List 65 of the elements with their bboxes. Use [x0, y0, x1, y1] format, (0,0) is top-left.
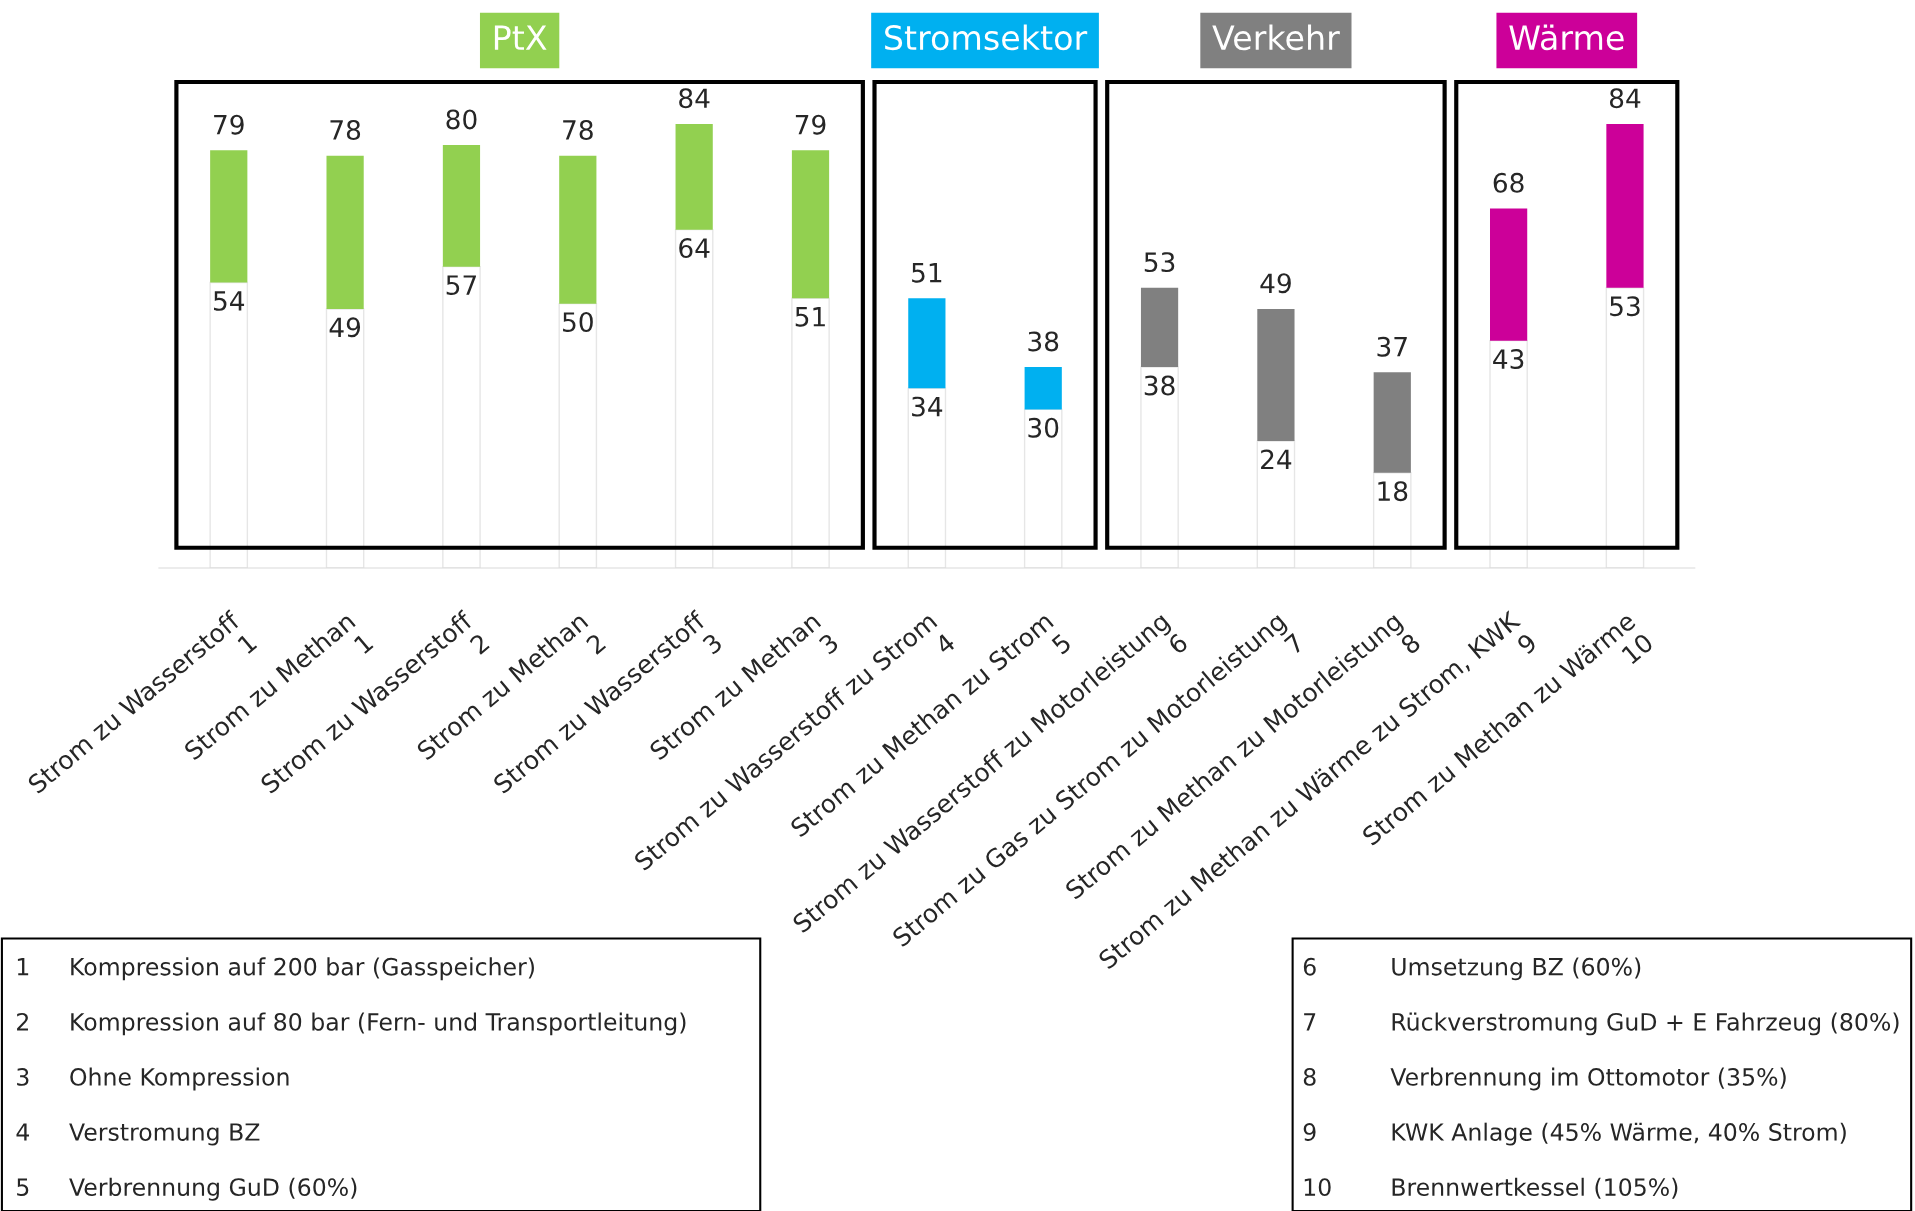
- data-label: 64: [679, 238, 710, 258]
- text: 8 Verbrennung im Ottomotor (35%): [1303, 1067, 1786, 1091]
- data-label: 34: [912, 396, 943, 417]
- text: 3 Ohne Kompression: [17, 1067, 289, 1091]
- bar: [1256, 440, 1296, 568]
- text: 9 KWK Anlage (45% Wärme, 40% Strom): [1303, 1122, 1846, 1146]
- bar: [675, 123, 713, 230]
- text: 2 Kompression auf 80 bar (Fern- und Transportleitung): [17, 1012, 686, 1036]
- total-label: 51: [912, 263, 942, 283]
- text: Wärme: [1509, 24, 1624, 51]
- text: 6 Umsetzung BZ (60%): [1303, 957, 1641, 981]
- bar: [1140, 287, 1179, 368]
- total-label: 79: [214, 114, 244, 135]
- total-label: 49: [1260, 273, 1291, 294]
- bar: [1606, 123, 1644, 288]
- bar: [558, 302, 598, 568]
- bar: [1373, 372, 1411, 473]
- data-label: 38: [1144, 375, 1175, 396]
- data-label: 43: [1493, 349, 1524, 370]
- bar: [1489, 339, 1528, 568]
- bar: [1023, 408, 1063, 568]
- data-label: 49: [329, 317, 361, 338]
- bar: [791, 297, 830, 568]
- bar: [442, 265, 481, 568]
- total-label: 84: [1609, 88, 1641, 109]
- data-label: 53: [1610, 296, 1640, 317]
- data-label: 24: [1261, 449, 1292, 470]
- text: 10 Brennwertkessel (105%): [1304, 1177, 1678, 1199]
- bar: [674, 228, 714, 568]
- total-label: 78: [330, 120, 361, 140]
- text: 5 Verbrennung GuD (60%): [17, 1177, 357, 1201]
- total-label: 38: [1028, 331, 1059, 352]
- data-label: 51: [795, 307, 825, 327]
- data-label: 50: [563, 312, 593, 333]
- text: Stromsektor: [885, 24, 1088, 51]
- bar: [325, 308, 365, 568]
- total-label: 84: [679, 88, 710, 109]
- bar: [442, 145, 481, 267]
- total-label: 79: [795, 114, 826, 135]
- total-label: 78: [563, 120, 593, 140]
- bar: [210, 150, 248, 283]
- bar: [209, 281, 249, 568]
- bar: [908, 298, 946, 389]
- text: 1 Kompression auf 200 bar (Gasspeicher): [17, 957, 534, 981]
- bar: [907, 387, 947, 568]
- data-label: 54: [214, 291, 245, 311]
- bar: [791, 150, 830, 299]
- total-label: 53: [1144, 252, 1175, 273]
- bar: [1140, 366, 1179, 568]
- data-label: 57: [446, 275, 476, 296]
- bar: [326, 155, 364, 309]
- total-label: 68: [1493, 172, 1524, 193]
- text: 4 Verstromung BZ: [16, 1123, 260, 1146]
- data-label: 18: [1378, 481, 1408, 502]
- bar: [1605, 287, 1645, 568]
- bar: [1024, 367, 1062, 410]
- total-label: 80: [446, 109, 477, 130]
- bar: [1257, 308, 1295, 442]
- text: Verkehr: [1212, 24, 1340, 51]
- bar: [1490, 208, 1528, 341]
- data-label: 30: [1028, 417, 1059, 438]
- text: PtX: [494, 25, 547, 50]
- bar: [559, 155, 597, 304]
- text: 7 Rückverstromung GuD + E Fahrzeug (80%): [1304, 1012, 1899, 1036]
- total-label: 37: [1377, 336, 1407, 357]
